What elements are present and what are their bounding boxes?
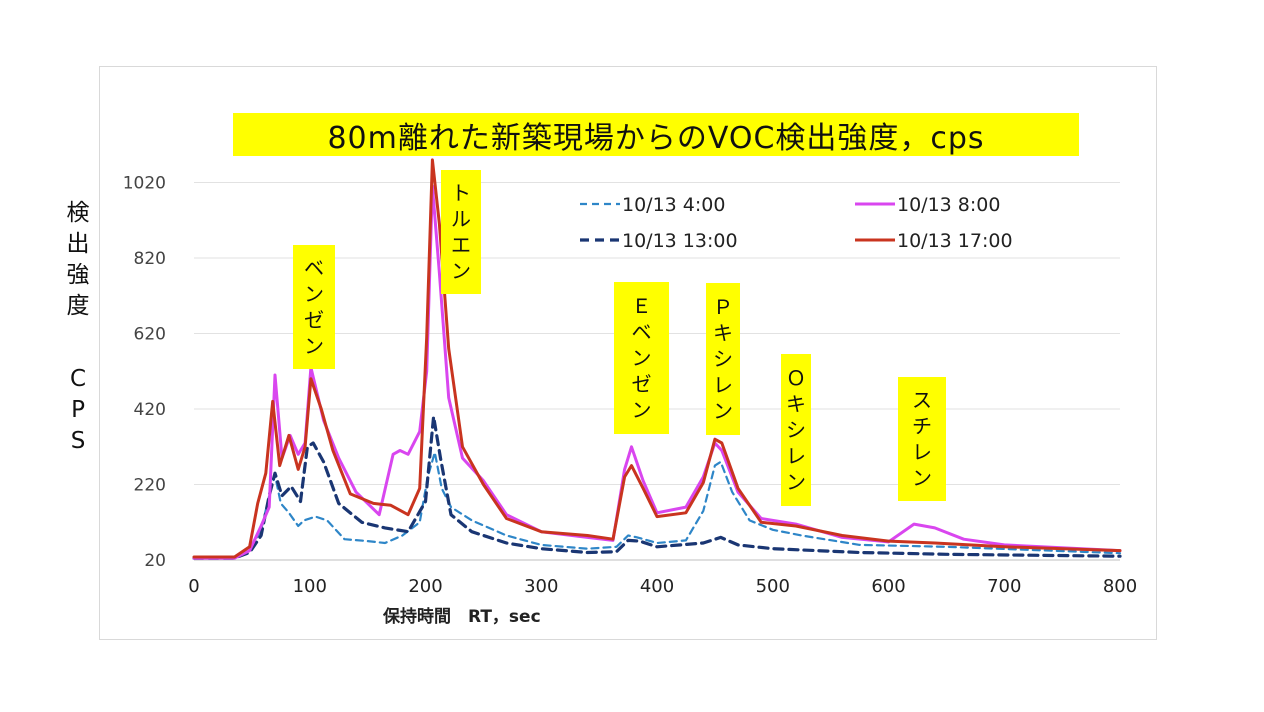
y-tick-labels: 20 220 420 620 820 1020 xyxy=(123,174,166,572)
peak-label-char: レ xyxy=(786,444,806,468)
y-axis-label-char: S xyxy=(70,428,86,454)
peak-label-char: ゼ xyxy=(304,308,324,332)
peak-label-char: シ xyxy=(713,347,733,371)
x-tick-label: 600 xyxy=(871,576,905,597)
peak-label-p-xylene: Ｐ キ シ レ ン xyxy=(706,283,740,435)
peak-label-char: ン xyxy=(631,346,652,370)
series-line xyxy=(192,415,1122,560)
peak-label-ethylbenzene: Ｅ ベ ン ゼ ン xyxy=(614,282,669,434)
peak-label-char: Ｏ xyxy=(786,366,806,390)
series-line xyxy=(192,451,1122,559)
peak-label-char: レ xyxy=(713,373,733,397)
peak-label-char: キ xyxy=(713,321,733,345)
legend-label: 10/13 8:00 xyxy=(897,194,1000,216)
peak-label-char: ン xyxy=(304,282,324,306)
y-tick-label: 420 xyxy=(134,400,166,420)
peak-label-toluene: ト ル エ ン xyxy=(441,170,481,294)
y-axis-label-char: 出 xyxy=(66,231,90,257)
legend-label: 10/13 13:00 xyxy=(622,230,738,252)
y-axis-label-char: 度 xyxy=(66,293,90,319)
x-tick-label: 700 xyxy=(987,576,1021,597)
series-lines xyxy=(192,158,1122,560)
y-axis-label-char: 検 xyxy=(66,200,90,226)
peak-label-o-xylene: Ｏ キ シ レ ン xyxy=(781,354,811,506)
y-axis-label-char: P xyxy=(71,397,85,423)
peak-label-char: シ xyxy=(786,418,806,442)
y-tick-label: 20 xyxy=(144,551,166,571)
peak-label-char: ン xyxy=(304,334,324,358)
peak-label-char: ト xyxy=(451,181,471,205)
legend-label: 10/13 4:00 xyxy=(622,194,725,216)
peak-label-char: ス xyxy=(912,388,932,412)
y-tick-label: 220 xyxy=(134,476,166,496)
x-tick-label: 200 xyxy=(408,576,442,597)
peak-label-char: ル xyxy=(451,207,471,231)
peak-label-benzene: ベ ン ゼ ン xyxy=(293,245,335,369)
peak-label-char: ン xyxy=(631,398,652,422)
peak-label-char: ベ xyxy=(631,320,652,344)
x-tick-label: 500 xyxy=(756,576,790,597)
y-axis-label: 検 出 強 度 C P S xyxy=(58,198,98,457)
peak-label-char: ン xyxy=(912,466,932,490)
peak-label-char: エ xyxy=(451,233,471,257)
x-tick-label: 800 xyxy=(1103,576,1137,597)
y-tick-label: 1020 xyxy=(123,174,166,194)
peak-label-char: ン xyxy=(786,470,806,494)
peak-label-char: Ｐ xyxy=(713,295,733,319)
legend: 10/13 4:00 10/13 8:00 10/13 13:00 10/13 17:… xyxy=(580,194,1013,252)
legend-label: 10/13 17:00 xyxy=(897,230,1013,252)
chart-title: 80m離れた新築現場からのVOC検出強度，cps xyxy=(233,113,1079,156)
y-axis-label-char: 強 xyxy=(66,262,90,288)
x-axis-label: 保持時間 RT，sec xyxy=(383,607,541,627)
peak-label-char: レ xyxy=(912,440,932,464)
x-tick-label: 400 xyxy=(640,576,674,597)
series-line xyxy=(192,158,1122,559)
peak-label-char: ベ xyxy=(304,256,324,280)
x-tick-label: 100 xyxy=(293,576,327,597)
x-tick-label: 0 xyxy=(188,576,199,597)
peak-label-char: ゼ xyxy=(631,372,652,396)
peak-label-char: ン xyxy=(713,399,733,423)
peak-label-char: Ｅ xyxy=(631,294,652,318)
y-axis-label-char: C xyxy=(69,366,87,392)
peak-label-char: チ xyxy=(912,414,932,438)
grid-lines xyxy=(194,182,1120,561)
series-line xyxy=(192,184,1122,560)
x-tick-labels: 0 100 200 300 400 500 600 700 800 xyxy=(188,576,1137,597)
peak-label-char: ン xyxy=(451,259,471,283)
x-tick-label: 300 xyxy=(524,576,558,597)
peak-label-char: キ xyxy=(786,392,806,416)
peak-label-styrene: ス チ レ ン xyxy=(898,377,946,501)
y-tick-label: 620 xyxy=(134,325,166,345)
y-tick-label: 820 xyxy=(134,249,166,269)
